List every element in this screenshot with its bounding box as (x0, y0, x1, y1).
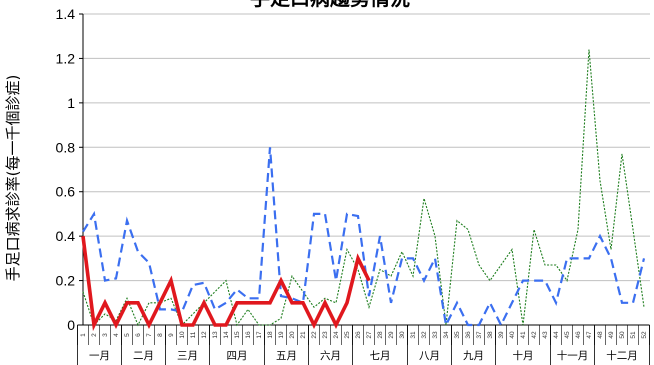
week-label: 51 (630, 331, 637, 339)
week-label: 12 (201, 331, 208, 339)
y-tick-label: 0.6 (56, 184, 76, 200)
month-label: 七月 (370, 350, 391, 362)
week-label: 13 (212, 331, 219, 339)
week-label: 6 (135, 333, 142, 337)
week-label: 2 (91, 333, 98, 337)
week-label: 14 (223, 331, 230, 339)
week-label: 28 (377, 331, 384, 339)
week-label: 17 (256, 331, 263, 339)
month-label: 一月 (89, 350, 110, 362)
week-label: 35 (454, 331, 461, 339)
week-label: 38 (487, 331, 494, 339)
month-label: 五月 (276, 350, 297, 362)
week-label: 41 (520, 331, 527, 339)
week-label: 26 (355, 331, 362, 339)
week-label: 9 (168, 333, 175, 337)
week-label: 1 (80, 333, 87, 337)
y-tick-label: 1 (67, 95, 75, 111)
week-label: 46 (575, 331, 582, 339)
y-tick-label: 0.8 (56, 139, 76, 155)
week-label: 19 (278, 331, 285, 339)
y-tick-label: 0.4 (56, 228, 76, 244)
axes: 0 0.2 0.4 0.6 0.8 1 1.2 1.4 (56, 6, 650, 333)
week-label: 23 (322, 331, 329, 339)
week-label: 21 (300, 331, 307, 339)
week-label: 24 (333, 331, 340, 339)
week-label: 37 (476, 331, 483, 339)
x-axis-category-band: 1 2 3 4 5 6 7 8 9 10 11 12 13 14 15 16 17 18 19 20 21 22 23 24 2… (77, 325, 650, 365)
week-label: 15 (234, 331, 241, 339)
y-tick-label: 1.4 (56, 6, 76, 22)
week-label: 47 (586, 331, 593, 339)
week-label: 18 (267, 331, 274, 339)
y-tick-label: 1.2 (56, 50, 76, 66)
month-label: 三月 (177, 350, 198, 362)
week-label: 3 (102, 333, 109, 337)
week-label: 42 (531, 331, 538, 339)
week-label: 50 (619, 331, 626, 339)
series-line-3 (81, 235, 371, 332)
series-lines (81, 49, 646, 332)
chart-title: 手足口病趨勢情況 (250, 0, 410, 10)
week-label: 52 (641, 331, 648, 339)
week-label: 4 (113, 333, 120, 337)
week-label: 10 (179, 331, 186, 339)
month-label: 九月 (463, 350, 484, 362)
week-label: 5 (124, 333, 131, 337)
month-label: 十月 (513, 349, 534, 362)
week-label: 40 (509, 331, 516, 339)
month-label: 六月 (320, 350, 341, 362)
month-label: 二月 (133, 350, 154, 362)
week-label: 48 (597, 331, 604, 339)
y-tick-label: 0 (67, 317, 75, 333)
series-line-1 (82, 49, 645, 327)
y-tick-label: 0.2 (56, 273, 76, 289)
week-label: 20 (289, 331, 296, 339)
week-label: 25 (344, 331, 351, 339)
week-label: 8 (157, 333, 164, 337)
week-label: 27 (366, 331, 373, 339)
week-label: 39 (498, 331, 505, 339)
week-label: 29 (388, 331, 395, 339)
week-label: 32 (421, 331, 428, 339)
week-label: 22 (311, 331, 318, 339)
y-axis-label: 手足口病求診率(每一千個診症) (4, 75, 22, 282)
week-label: 36 (465, 331, 472, 339)
month-label: 八月 (419, 350, 440, 362)
gridlines (83, 13, 650, 282)
month-label: 十一月 (557, 349, 589, 362)
month-label: 四月 (227, 350, 248, 362)
series-line-2 (82, 147, 646, 329)
week-label: 34 (443, 331, 450, 339)
week-label: 31 (410, 331, 417, 339)
week-label: 30 (399, 331, 406, 339)
week-label: 44 (553, 331, 560, 339)
week-label: 16 (245, 331, 252, 339)
month-label: 十二月 (606, 349, 638, 362)
week-label: 33 (432, 331, 439, 339)
week-label: 7 (146, 333, 153, 337)
week-label: 49 (608, 331, 615, 339)
week-label: 43 (542, 331, 549, 339)
week-label: 45 (564, 331, 571, 339)
week-label: 11 (190, 331, 197, 338)
